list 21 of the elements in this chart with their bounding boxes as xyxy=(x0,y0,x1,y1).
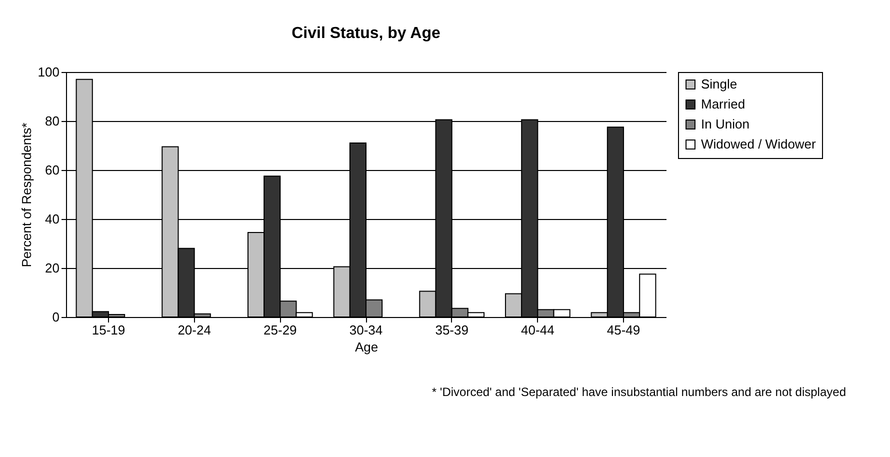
y-tick-label: 20 xyxy=(45,260,60,276)
x-tick-label: 15-19 xyxy=(92,322,126,338)
legend-label: In Union xyxy=(701,116,750,132)
y-tick-label: 60 xyxy=(45,162,60,178)
chart-title: Civil Status, by Age xyxy=(292,25,440,42)
x-tick-label: 20-24 xyxy=(178,322,211,338)
legend-label: Single xyxy=(701,76,738,92)
y-tick-label: 0 xyxy=(52,310,60,324)
x-axis-title: Age xyxy=(354,340,378,354)
y-tick-label: 80 xyxy=(45,114,60,128)
y-tick-label: 100 xyxy=(38,64,60,80)
x-tick-label: 40-44 xyxy=(521,322,554,338)
text: * 'Divorced' and 'Separated' have insubstantial numbers and are not displayed xyxy=(432,385,846,399)
x-tick-label: 35-39 xyxy=(435,322,468,338)
x-tick-label: 25-29 xyxy=(264,322,297,338)
legend-label: Married xyxy=(701,96,746,112)
y-tick-label: 40 xyxy=(45,212,60,226)
x-tick-label: 45-49 xyxy=(606,322,640,338)
y-axis-title: Percent of Respondents* xyxy=(18,122,34,268)
x-tick-label: 30-34 xyxy=(349,322,383,338)
legend-label: Widowed / Widower xyxy=(701,136,817,152)
